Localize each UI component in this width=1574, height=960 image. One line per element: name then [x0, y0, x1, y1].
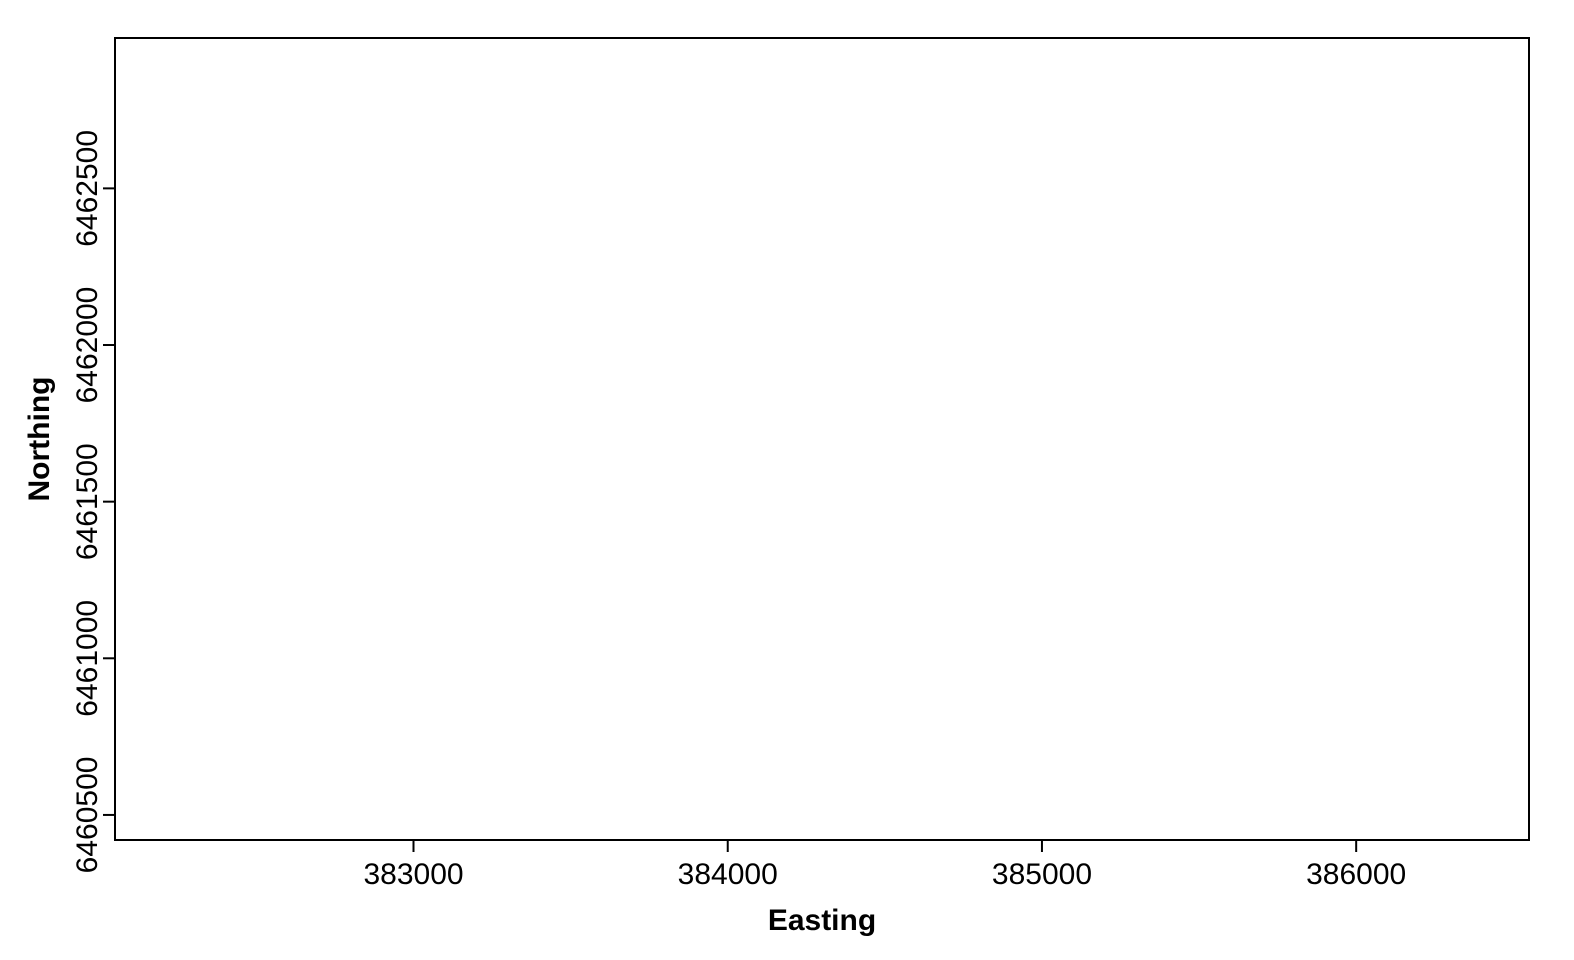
- x-axis-title: Easting: [768, 904, 876, 937]
- y-tick-label: 6462500: [71, 130, 104, 247]
- x-tick-label: 385000: [992, 858, 1092, 891]
- x-axis: 383000 384000 385000 386000: [363, 840, 1406, 891]
- y-axis-title: Northing: [23, 377, 56, 502]
- x-tick-label: 386000: [1306, 858, 1406, 891]
- x-tick-label: 383000: [363, 858, 463, 891]
- y-tick-label: 6461000: [71, 600, 104, 717]
- y-tick-label: 6460500: [71, 757, 104, 874]
- plot-frame: [114, 37, 1530, 841]
- y-axis: 6460500 6461000 6461500 6462000 6462500: [71, 130, 115, 873]
- y-tick-label: 6462000: [71, 287, 104, 404]
- x-tick-label: 384000: [678, 858, 778, 891]
- y-tick-label: 6461500: [71, 443, 104, 560]
